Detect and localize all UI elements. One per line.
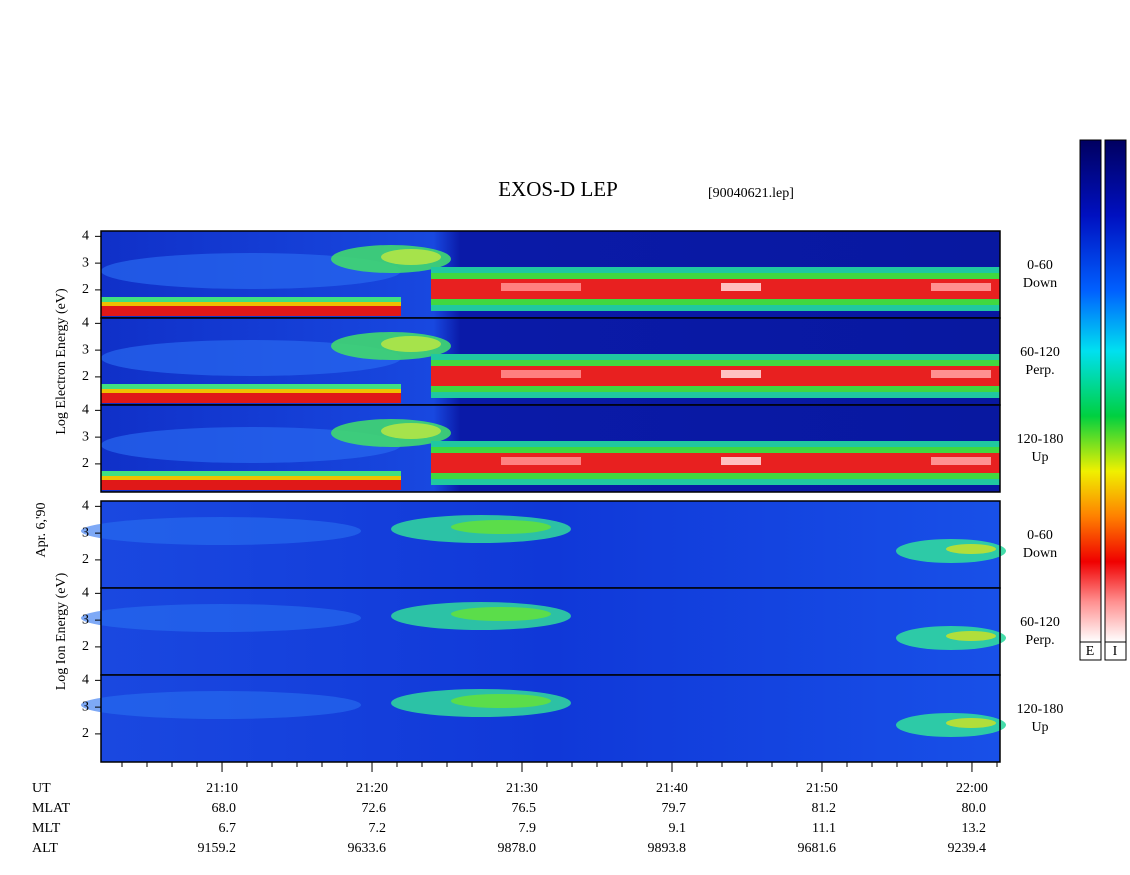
panel-frame [100,674,1001,763]
y-axis-label: Log Electron Energy (eV) [54,288,69,435]
y-tick-label: 4 [82,673,89,688]
y-tick-label: 2 [82,552,89,567]
file-name: [90040621.lep] [708,186,794,201]
y-tick-label: 3 [82,429,89,444]
ephemeris-value: 79.7 [661,801,686,816]
panel-frame [100,404,1001,493]
x-tick-label: 22:00 [956,781,988,796]
ephemeris-value: 81.2 [811,801,836,816]
panel-angle: 120-180 [1017,702,1064,717]
y-tick-label: 2 [82,282,89,297]
y-tick-label: 4 [82,316,89,331]
y-tick-label: 3 [82,612,89,627]
y-tick-label: 3 [82,342,89,357]
ephemeris-value: 9239.4 [947,841,986,856]
colorbar-box [1079,641,1102,661]
ephemeris-value: 80.0 [961,801,986,816]
ephemeris-value: 7.2 [369,821,387,836]
y-axis-label: Log Ion Energy (eV) [54,572,69,690]
colorbar-label: E [1086,644,1095,659]
ephemeris-value: 9878.0 [498,841,537,856]
ephemeris-value: 9.1 [668,821,686,836]
ephemeris-value: 72.6 [362,801,387,816]
x-axis-label: UT [32,781,51,796]
spectrogram-panel [81,501,1006,588]
y-tick-label: 4 [82,229,89,244]
panel-direction: Down [1023,276,1057,291]
ephemeris-value: 76.5 [512,801,537,816]
ephemeris-value: 68.0 [212,801,237,816]
ephemeris-value: 9681.6 [797,841,836,856]
ephemeris-name: MLAT [32,801,71,816]
ephemeris-value: 11.1 [812,821,836,836]
x-tick-label: 21:40 [656,781,688,796]
y-tick-label: 2 [82,639,89,654]
y-tick-label: 4 [82,499,89,514]
y-tick-label: 2 [82,369,89,384]
y-tick-label: 2 [82,726,89,741]
ephemeris-value: 7.9 [519,821,537,836]
x-tick-label: 21:20 [356,781,388,796]
ephemeris-value: 13.2 [961,821,986,836]
colorbar [1104,139,1127,643]
panel-angle: 0-60 [1027,258,1053,273]
colorbar-label: I [1113,644,1118,659]
ephemeris-value: 9159.2 [198,841,237,856]
spectrogram-panel [81,588,1006,675]
panel-angle: 120-180 [1017,432,1064,447]
colorbar [1079,139,1102,643]
ephemeris-value: 9633.6 [348,841,387,856]
panel-direction: Down [1023,546,1057,561]
spectrogram-panel [101,405,1000,492]
panel-direction: Up [1031,450,1048,465]
y-tick-label: 4 [82,403,89,418]
spectrogram-panel [101,318,1000,405]
panel-direction: Up [1031,720,1048,735]
y-tick-label: 3 [82,255,89,270]
ephemeris-value: 9893.8 [647,841,686,856]
chart-title: EXOS-D LEP [498,177,618,201]
panel-direction: Perp. [1025,633,1054,648]
panel-direction: Perp. [1025,363,1054,378]
colorbar-box [1104,641,1127,661]
x-tick-label: 21:30 [506,781,538,796]
spectrogram-panel [81,675,1006,762]
panel-angle: 60-120 [1020,615,1060,630]
y-tick-label: 2 [82,456,89,471]
panel-angle: 0-60 [1027,528,1053,543]
y-tick-label: 3 [82,699,89,714]
ephemeris-value: 6.7 [219,821,237,836]
ephemeris-name: ALT [32,841,58,856]
ephemeris-name: MLT [32,821,61,836]
x-tick-label: 21:50 [806,781,838,796]
panel-angle: 60-120 [1020,345,1060,360]
x-tick-label: 21:10 [206,781,238,796]
spectrogram-panel [101,231,1000,318]
date-label: Apr. 6,'90 [34,502,49,557]
y-tick-label: 4 [82,586,89,601]
y-tick-label: 3 [82,525,89,540]
